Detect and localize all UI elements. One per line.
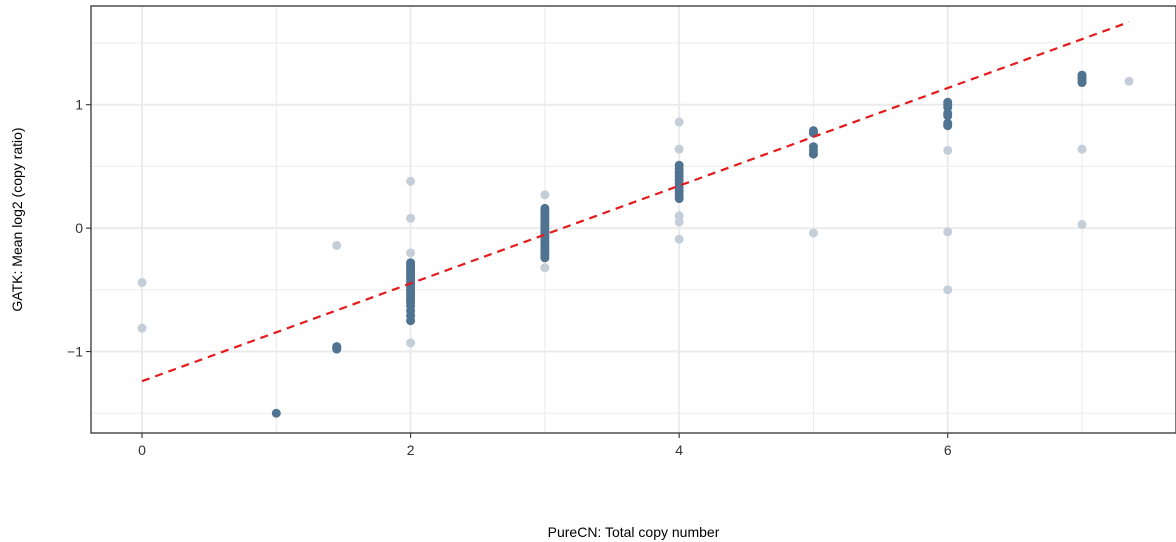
data-point (540, 253, 550, 263)
y-axis-title: GATK: Mean log2 (copy ratio) (9, 127, 25, 311)
primary-points-layer (271, 70, 1087, 418)
faded-points-layer (137, 76, 1134, 348)
y-tick-label: 1 (75, 97, 83, 113)
faded-point (406, 248, 416, 258)
y-tick-label: −1 (67, 344, 83, 360)
faded-point (540, 263, 550, 273)
x-axis: 0 2 4 6 (138, 433, 952, 458)
data-point (332, 344, 342, 354)
faded-point (943, 227, 953, 237)
faded-point (674, 144, 684, 154)
faded-point (406, 176, 416, 186)
faded-point (332, 240, 342, 250)
x-tick-label: 4 (675, 442, 683, 458)
fit-line (141, 21, 1130, 383)
data-point (808, 149, 818, 159)
data-point (674, 194, 684, 204)
faded-point (137, 277, 147, 287)
faded-point (1077, 144, 1087, 154)
y-axis: −1 0 1 (67, 97, 91, 360)
major-gridlines (91, 6, 1176, 433)
faded-point (674, 217, 684, 227)
x-tick-label: 2 (407, 442, 415, 458)
faded-point (943, 285, 953, 295)
faded-point (674, 234, 684, 244)
x-tick-label: 0 (138, 442, 146, 458)
x-axis-title: PureCN: Total copy number (548, 524, 720, 540)
faded-point (406, 213, 416, 223)
data-point (943, 111, 953, 121)
data-point (943, 102, 953, 112)
panel-border (90, 5, 1176, 434)
data-point (406, 316, 416, 326)
faded-point (808, 228, 818, 238)
plot-panel (91, 6, 1176, 433)
faded-point (674, 117, 684, 127)
x-tick-label: 6 (944, 442, 952, 458)
faded-point (137, 323, 147, 333)
data-point (1077, 78, 1087, 88)
faded-point (674, 211, 684, 221)
faded-point (1124, 76, 1134, 86)
y-tick-label: 0 (75, 220, 83, 236)
data-point (943, 121, 953, 131)
faded-point (540, 190, 550, 200)
faded-point (406, 338, 416, 348)
faded-point (1077, 219, 1087, 229)
data-point (271, 408, 281, 418)
faded-point (943, 145, 953, 155)
